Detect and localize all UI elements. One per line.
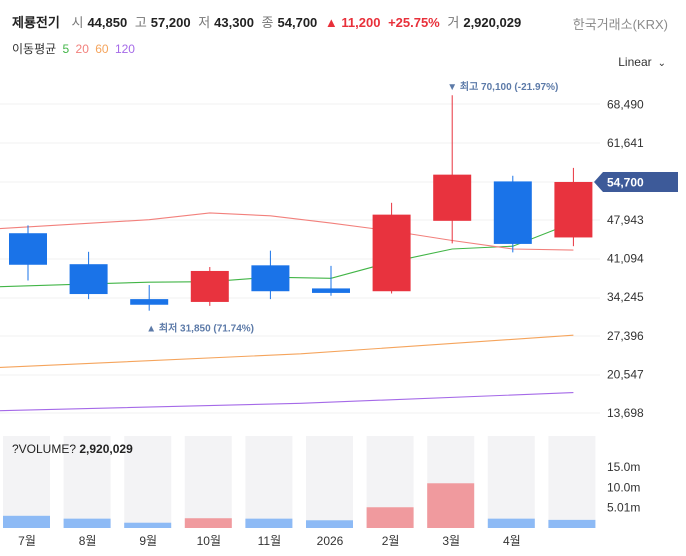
change-percent: +25.75% <box>388 15 440 30</box>
volume-bar <box>124 522 172 528</box>
current-price-tag <box>594 171 678 192</box>
volume-column-bg <box>245 436 293 528</box>
high-annotation: ▼ 최고 70,100 (-21.97%) <box>447 80 558 93</box>
y-tick-label: 34,245 <box>607 290 644 304</box>
candle <box>372 202 411 294</box>
stock-header: 제룡전기 시 44,850 고 57,200 저 43,300 종 54,700 ▲ 1… <box>12 12 525 32</box>
candle-body <box>554 181 593 238</box>
y-tick-label: 41,094 <box>607 252 644 266</box>
y-tick-label: 27,396 <box>607 329 644 343</box>
volume-current-value: 2,920,029 <box>79 442 133 456</box>
candle <box>130 285 169 311</box>
x-tick-label: 4월 <box>503 534 521 548</box>
volume-column-bg <box>548 436 596 528</box>
volume-bar <box>548 519 596 528</box>
volume-y-tick-label: 10.0m <box>607 480 640 494</box>
x-tick-label: 3월 <box>442 534 460 548</box>
ma-line-60 <box>0 334 574 369</box>
volume-title-label: ?VOLUME? <box>12 442 79 456</box>
chevron-down-icon: ⌄ <box>657 58 666 69</box>
stock-name: 제룡전기 <box>12 15 60 30</box>
volume-bar <box>63 518 111 528</box>
change-value: ▲ 11,200 <box>324 15 381 30</box>
volume-bar <box>427 483 475 528</box>
x-tick-label: 2026 <box>317 534 344 548</box>
low-value: 43,300 <box>214 15 254 30</box>
volume-bar <box>487 518 535 528</box>
ma-line-20 <box>0 212 574 251</box>
x-tick-label: 9월 <box>139 534 157 548</box>
candle <box>251 250 290 300</box>
candle-body <box>433 174 472 221</box>
volume-title: ?VOLUME? 2,920,029 <box>12 442 133 456</box>
candle-body <box>130 299 169 305</box>
y-tick-label: 68,490 <box>607 97 644 111</box>
candle <box>9 225 47 281</box>
ma-period-20[interactable]: 20 <box>75 42 89 56</box>
close-value: 54,700 <box>277 15 318 30</box>
x-tick-label: 8월 <box>79 534 97 548</box>
volume-bar <box>3 515 50 528</box>
ma-period-5[interactable]: 5 <box>62 42 70 56</box>
volume-column-bg <box>124 436 172 528</box>
volume-bar <box>245 518 293 528</box>
candle-body <box>493 181 532 244</box>
volume-bar <box>306 520 353 528</box>
volume-y-tick-label: 5.01m <box>607 501 640 515</box>
ma-line-120 <box>0 392 574 412</box>
y-tick-label: 13,698 <box>607 406 644 420</box>
current-price-label: 54,700 <box>607 175 644 189</box>
y-tick-label: 61,641 <box>607 136 644 150</box>
ma-legend-label: 이동평균 <box>12 42 57 56</box>
high-label: 고 <box>134 15 147 30</box>
close-label: 종 <box>261 15 274 30</box>
scale-label: Linear <box>618 55 652 69</box>
candle <box>493 175 532 253</box>
candle-body <box>69 264 108 295</box>
ma-line-5 <box>0 221 574 288</box>
volume-column-bg <box>306 436 353 528</box>
volume-bar <box>184 518 232 528</box>
volume-label: 거 <box>447 15 460 30</box>
candle-body <box>190 270 229 302</box>
candle <box>554 167 593 247</box>
candle-body <box>251 265 290 292</box>
moving-average-legend: 이동평균 5 20 60 120 <box>12 40 138 57</box>
volume-column-bg <box>3 436 50 528</box>
volume-bar <box>366 507 414 528</box>
low-label: 저 <box>198 15 211 30</box>
x-tick-label: 10월 <box>197 534 221 548</box>
candle <box>312 265 350 296</box>
x-tick-label: 2월 <box>382 534 400 548</box>
ma-period-120[interactable]: 120 <box>114 42 135 56</box>
y-tick-label: 20,547 <box>607 367 644 381</box>
x-tick-label: 11월 <box>258 534 282 548</box>
x-tick-label: 7월 <box>18 534 36 548</box>
high-value: 57,200 <box>150 15 191 30</box>
volume-column-bg <box>487 436 535 528</box>
ma-period-60[interactable]: 60 <box>95 42 109 56</box>
y-tick-label: 47,943 <box>607 213 644 227</box>
volume-value: 2,920,029 <box>463 15 522 30</box>
candle-body <box>9 233 47 265</box>
exchange-label: 한국거래소(KRX) <box>572 17 668 32</box>
scale-dropdown[interactable]: Linear ⌄ <box>618 55 666 69</box>
candle <box>190 267 229 306</box>
candle-body <box>372 214 411 292</box>
candle <box>69 251 108 300</box>
volume-column-bg <box>184 436 232 528</box>
candle <box>433 95 472 244</box>
open-value: 44,850 <box>87 15 128 30</box>
volume-y-tick-label: 15.0m <box>607 460 640 474</box>
open-label: 시 <box>71 15 84 30</box>
candle-body <box>312 288 350 293</box>
volume-column-bg <box>63 436 111 528</box>
low-annotation: ▲ 최저 31,850 (71.74%) <box>146 322 254 335</box>
